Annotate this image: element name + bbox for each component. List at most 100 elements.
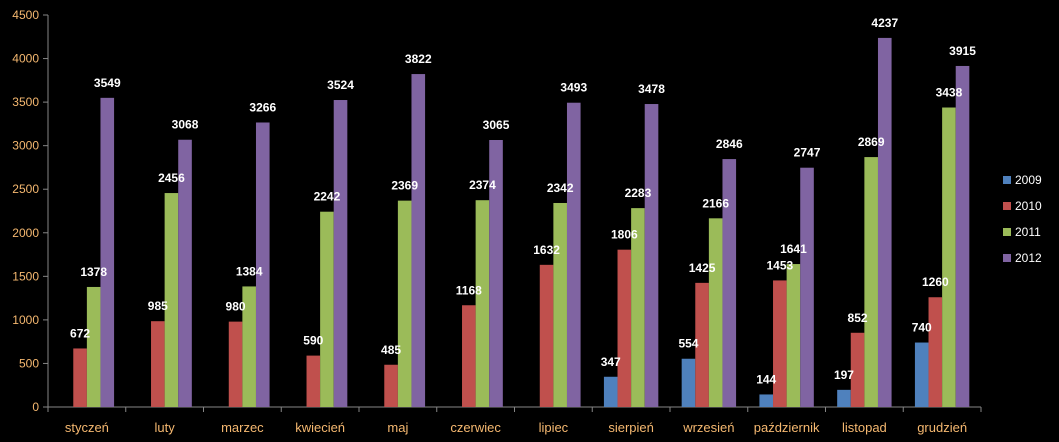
bar-2012 (100, 97, 115, 408)
bar-2012 (566, 102, 581, 407)
bar-2010 (151, 321, 165, 407)
x-tick-label: maj (387, 420, 408, 435)
bar-2010 (773, 280, 787, 407)
legend-label: 2011 (1015, 225, 1041, 239)
y-tick-label: 1000 (12, 313, 39, 327)
x-tick-label: grudzień (917, 420, 967, 435)
x-tick-label: lipiec (539, 420, 569, 435)
data-label: 1425 (689, 261, 716, 275)
legend-swatch (1003, 202, 1011, 210)
y-tick-label: 2000 (12, 226, 39, 240)
data-label: 3065 (483, 118, 510, 132)
data-label: 197 (834, 368, 854, 382)
bar-2010 (306, 355, 321, 407)
x-tick-label: marzec (221, 420, 264, 435)
data-label: 3549 (94, 76, 121, 90)
data-label: 2283 (625, 186, 652, 200)
bar-2010 (850, 332, 865, 407)
bar-2009 (837, 389, 851, 407)
x-tick-label: listopad (842, 420, 887, 435)
y-tick-label: 3500 (12, 95, 39, 109)
x-tick-label: kwiecień (295, 420, 345, 435)
data-label: 2342 (547, 181, 574, 195)
data-label: 3266 (249, 100, 276, 114)
data-label: 347 (601, 355, 621, 369)
data-label: 985 (148, 299, 168, 313)
bar-2011 (864, 157, 878, 407)
data-label: 2869 (858, 135, 885, 149)
bar-2009 (759, 394, 774, 407)
bar-2012 (489, 140, 503, 407)
bar-2012 (178, 139, 192, 408)
bar-2011 (164, 193, 179, 407)
bar-2010 (462, 305, 476, 407)
data-label: 740 (912, 321, 932, 335)
data-label: 1453 (766, 258, 793, 272)
bar-2010 (73, 348, 87, 407)
data-label: 672 (70, 326, 90, 340)
data-label: 852 (848, 311, 868, 325)
bar-2011 (475, 200, 490, 407)
bar-2012 (955, 65, 970, 408)
y-tick-label: 0 (32, 400, 39, 414)
data-label: 3438 (936, 86, 963, 100)
data-label: 2747 (794, 146, 821, 160)
bar-2010 (228, 321, 243, 407)
bar-2009 (603, 376, 618, 407)
bar-2011 (553, 202, 567, 407)
data-label: 2166 (702, 196, 729, 210)
legend-label: 2009 (1015, 173, 1042, 187)
bar-2010 (695, 282, 709, 407)
data-label: 3493 (560, 81, 587, 95)
data-label: 3822 (405, 52, 432, 66)
data-label: 1378 (80, 265, 107, 279)
data-label: 2374 (469, 178, 496, 192)
legend-label: 2010 (1015, 199, 1042, 213)
bar-2011 (242, 286, 256, 407)
bar-2010 (928, 297, 943, 407)
data-label: 2846 (716, 137, 743, 151)
data-label: 590 (303, 334, 323, 348)
y-tick-label: 1500 (12, 269, 39, 283)
y-axis: 0 500 1000 1500 2000 2500 3000 3500 4000 4500 (12, 8, 49, 414)
data-label: 485 (381, 343, 401, 357)
bar-2012 (255, 122, 270, 407)
data-label: 2242 (314, 190, 341, 204)
bar-2012 (411, 74, 426, 407)
bar-2009 (914, 342, 929, 407)
y-tick-label: 4500 (12, 8, 39, 22)
y-tick-label: 4000 (12, 52, 39, 66)
legend: 2009 2010 2011 2012 (1003, 173, 1042, 265)
x-tick-label: czerwiec (450, 420, 501, 435)
x-tick-label: sierpień (608, 420, 654, 435)
legend-swatch (1003, 254, 1011, 262)
data-label: 1168 (456, 283, 482, 297)
data-label: 3524 (327, 78, 354, 92)
data-label: 1641 (780, 242, 807, 256)
y-tick-label: 3000 (12, 139, 39, 153)
bar-2011 (708, 218, 723, 407)
legend-swatch (1003, 176, 1011, 184)
bar-2011 (942, 107, 956, 408)
bar-2011 (786, 264, 801, 407)
data-label: 1384 (236, 264, 263, 278)
bar-2011 (397, 200, 412, 407)
bar-2012 (877, 37, 892, 408)
data-label: 3915 (949, 44, 976, 58)
data-label: 4237 (871, 16, 898, 30)
data-label: 1260 (922, 275, 949, 289)
bar-2012 (800, 167, 814, 407)
bar-2012 (722, 159, 737, 407)
legend-label: 2012 (1015, 251, 1042, 265)
x-tick-label: luty (155, 420, 176, 435)
y-tick-label: 2500 (12, 182, 39, 196)
bar-2010 (384, 364, 398, 407)
y-tick-label: 500 (19, 356, 39, 370)
data-labels: 347 554 144 197 740 672 985 980 590 485 1168 1632 18… (70, 16, 976, 387)
data-label: 3478 (638, 82, 665, 96)
legend-swatch (1003, 228, 1011, 236)
bar-2010 (539, 264, 554, 407)
data-label: 3068 (172, 118, 199, 132)
data-label: 1632 (533, 243, 560, 257)
